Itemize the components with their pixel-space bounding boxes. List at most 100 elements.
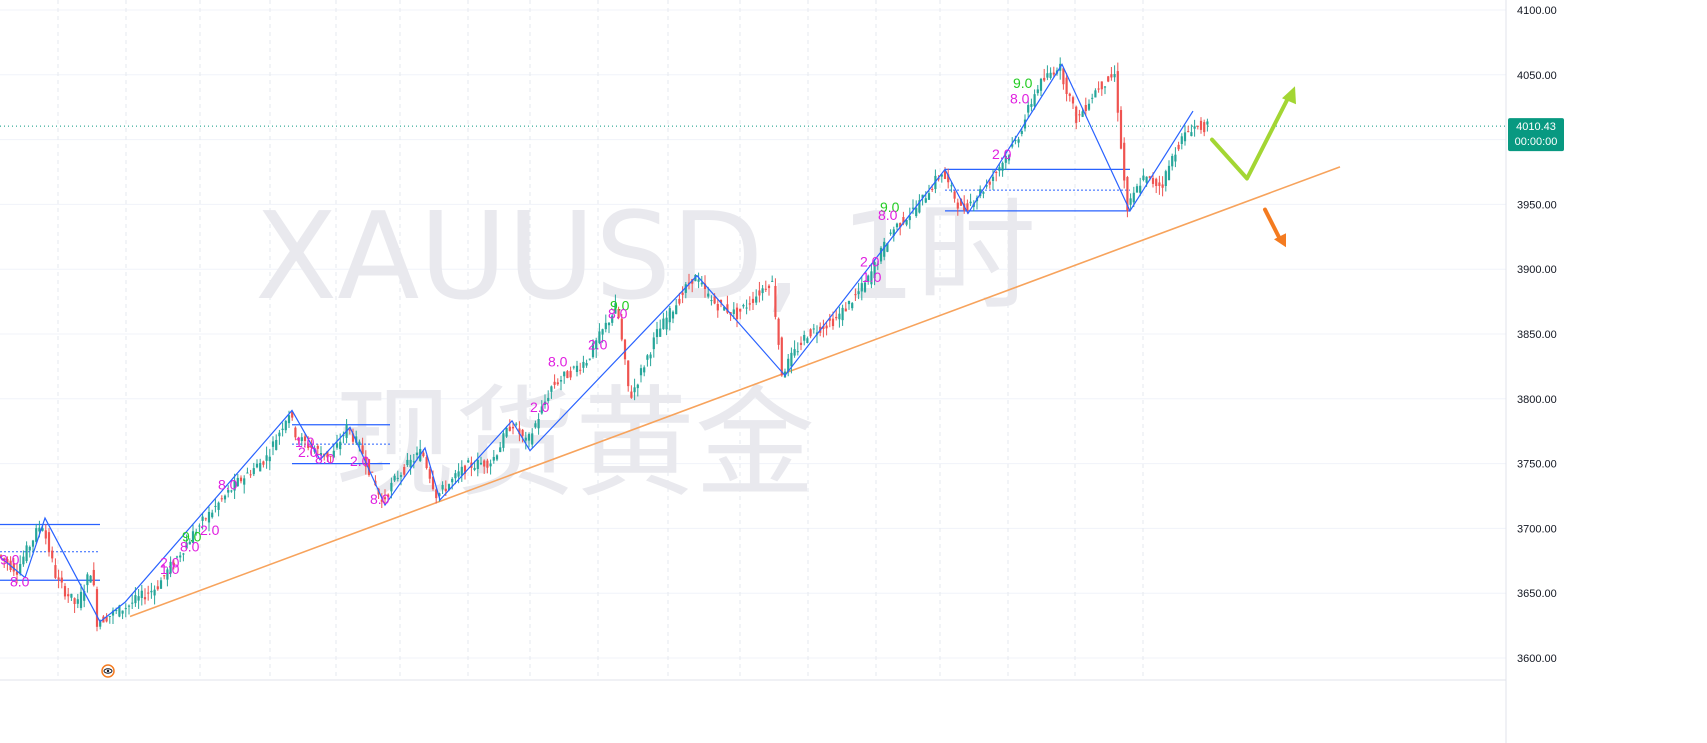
candle-body [115,610,118,612]
candle-body [371,471,374,473]
candle-body [1174,154,1177,162]
candle-body [1043,77,1046,81]
candle-body [297,437,300,441]
candle-body [662,318,665,330]
candle-body [182,553,185,555]
candle-body [828,318,831,321]
candle-body [447,484,451,490]
candle-body [633,387,636,393]
candle-body [959,198,963,206]
candle-body [835,316,838,319]
candle-body [1193,126,1196,129]
candle-body [1049,72,1052,78]
candle-body [444,488,447,492]
candle-body [236,477,239,487]
price-axis: 4100.004050.004000.003950.003900.003850.… [1505,0,1707,743]
candle-body [1119,110,1123,149]
candle-body [1132,192,1135,203]
candle-body [159,580,163,589]
td-sequential-label: 8.0 [10,574,30,590]
candle-body [140,590,143,598]
candle-body [758,290,761,296]
candle-body [1030,104,1033,107]
price-tick-label: 3900.00 [1517,264,1557,276]
countdown-timer: 00:00:00 [1515,136,1558,148]
candle-body [1196,125,1199,127]
candle-body [326,451,329,458]
candle-body [1206,121,1209,125]
candle-body [396,477,399,479]
candle-body [617,308,620,318]
watermark: XAUUSD, 1时 现货黄金 [255,188,1036,514]
candle-body [431,476,435,490]
price-tick-label: 4100.00 [1517,5,1557,17]
candle-body [668,308,671,323]
candle-body [262,461,265,465]
candle-body [1107,76,1110,82]
candle-body [131,602,134,604]
candle-body [649,354,652,359]
candle-body [585,363,588,366]
candle-body [63,586,67,597]
td-sequential-label: 8.0 [315,451,335,467]
candle-body [867,275,870,283]
price-tick-label: 3700.00 [1517,523,1557,535]
candle-body [579,369,582,371]
td-sequential-label: 2.0 [200,522,220,538]
price-tick-label: 3800.00 [1517,394,1557,406]
candle-body [207,511,211,523]
candle-body [435,489,438,499]
candle-body [335,443,339,448]
candle-body [527,434,531,441]
candle-body [966,203,969,211]
candle-body [521,429,524,436]
candle-body [726,304,729,313]
candle-body [15,571,19,575]
eye-icon[interactable] [101,664,115,678]
candle-body [697,279,700,282]
candle-body [985,185,988,187]
candle-body [847,300,851,305]
candle-body [175,556,179,558]
candle-body [796,351,799,353]
candle-body [191,531,195,543]
candle-body [550,386,553,392]
td-sequential-label: 8.0 [608,305,628,321]
candle-body [844,308,847,312]
candle-body [105,616,108,622]
candle-body [838,313,841,320]
candle-body [1139,185,1142,193]
candle-body [489,463,492,467]
projection-arrowhead-orange [1274,233,1286,248]
candle-body [927,193,931,200]
candle-body [598,331,601,344]
td-sequential-label: 1.0 [862,269,882,285]
candle-body [1020,130,1023,134]
candle-body [255,463,259,468]
price-tick-label: 3950.00 [1517,199,1557,211]
candle-body [188,541,191,545]
candle-body [886,243,889,252]
candle-body [678,298,681,304]
candle-body [1103,86,1107,88]
candle-body [639,368,643,376]
candle-body [998,167,1001,171]
candle-body [310,443,313,448]
candle-body [399,475,403,477]
td-sequential-label: 2.0 [588,337,608,353]
candle-body [271,441,275,447]
candle-body [995,172,998,174]
candle-body [467,460,470,463]
candle-body [604,322,607,330]
candle-body [854,294,857,296]
candle-body [1142,175,1145,181]
td-sequential-label: 9.0 [880,199,900,215]
candle-body [6,559,9,564]
candle-body [223,495,227,500]
candle-body [1027,104,1030,113]
candle-body [41,528,44,531]
candle-body [591,343,595,358]
candle-body [908,216,911,221]
